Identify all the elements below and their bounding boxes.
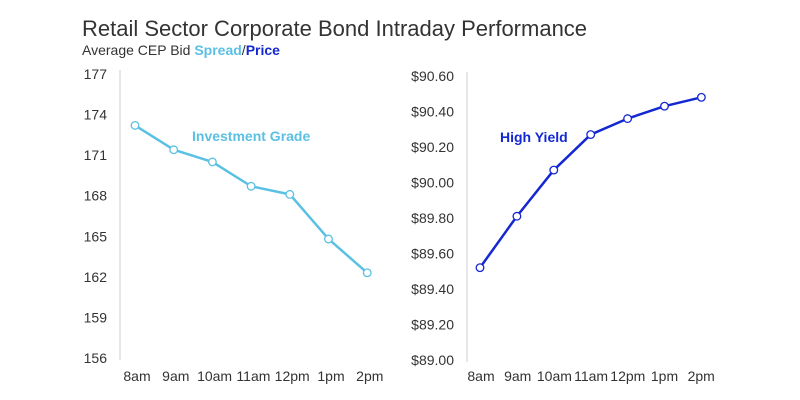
y-tick-label: $90.60 (411, 68, 454, 84)
high-yield-chart: $90.60 $90.40 $90.20 $90.00 $89.80 $89.60 $89.… (411, 68, 715, 384)
data-point (324, 234, 333, 244)
data-point (246, 181, 256, 191)
data-point (623, 114, 633, 124)
x-tick-label: 10am (537, 368, 572, 384)
x-tick-label: 9am (504, 368, 531, 384)
data-point (475, 263, 485, 273)
chart-subtitle: Average CEP Bid Spread/Price (82, 42, 280, 58)
data-point (586, 130, 596, 140)
series-label: Investment Grade (192, 128, 310, 144)
series-line (134, 124, 369, 274)
x-tick-label: 11am (574, 368, 608, 384)
x-tick-label: 11am (236, 368, 270, 384)
y-tick-label: 165 (84, 228, 108, 244)
data-point (660, 101, 669, 111)
y-tick-label: 171 (84, 147, 108, 163)
data-point (512, 211, 522, 221)
x-tick-label: 1pm (651, 368, 678, 384)
series-label: High Yield (500, 129, 568, 145)
x-tick-label: 8am (123, 368, 150, 384)
y-tick-label: $90.40 (411, 104, 454, 120)
y-tick-label: $90.20 (411, 139, 454, 155)
x-tick-label: 2pm (688, 368, 715, 384)
y-tick-label: 162 (84, 269, 108, 285)
y-tick-label: $89.80 (411, 210, 454, 226)
x-tick-label: 12pm (275, 368, 310, 384)
x-tick-label: 12pm (610, 368, 645, 384)
chart-title: Retail Sector Corporate Bond Intraday Pe… (82, 16, 588, 41)
y-tick-label: 174 (84, 107, 108, 123)
y-tick-label: $90.00 (411, 175, 454, 191)
subtitle-price: Price (245, 42, 280, 58)
y-tick-label: 177 (84, 66, 108, 82)
data-point (169, 145, 179, 155)
y-tick-label: 156 (84, 350, 108, 366)
x-tick-label: 9am (162, 368, 189, 384)
x-tick-label: 2pm (356, 368, 383, 384)
investment-grade-chart: 177 174 171 168 165 162 159 156 8am 9am 10am 11am 12… (84, 66, 384, 384)
subtitle-prefix: Average CEP Bid (82, 42, 195, 58)
y-tick-label: $89.60 (411, 246, 454, 262)
y-tick-label: $89.40 (411, 281, 454, 297)
data-point (549, 165, 559, 175)
x-tick-label: 1pm (317, 368, 344, 384)
y-tick-label: 168 (84, 188, 108, 204)
subtitle-separator: / (241, 42, 246, 58)
x-tick-label: 8am (467, 368, 494, 384)
data-point (207, 157, 217, 167)
series-line (478, 96, 702, 269)
y-tick-label: 159 (84, 309, 108, 325)
data-point (285, 189, 295, 199)
y-tick-label: $89.20 (411, 317, 454, 333)
x-tick-label: 10am (197, 368, 232, 384)
data-point (362, 268, 372, 278)
subtitle-spread: Spread (194, 42, 242, 58)
y-tick-label: $89.00 (411, 352, 454, 368)
data-point (696, 92, 706, 102)
data-point (130, 120, 140, 130)
